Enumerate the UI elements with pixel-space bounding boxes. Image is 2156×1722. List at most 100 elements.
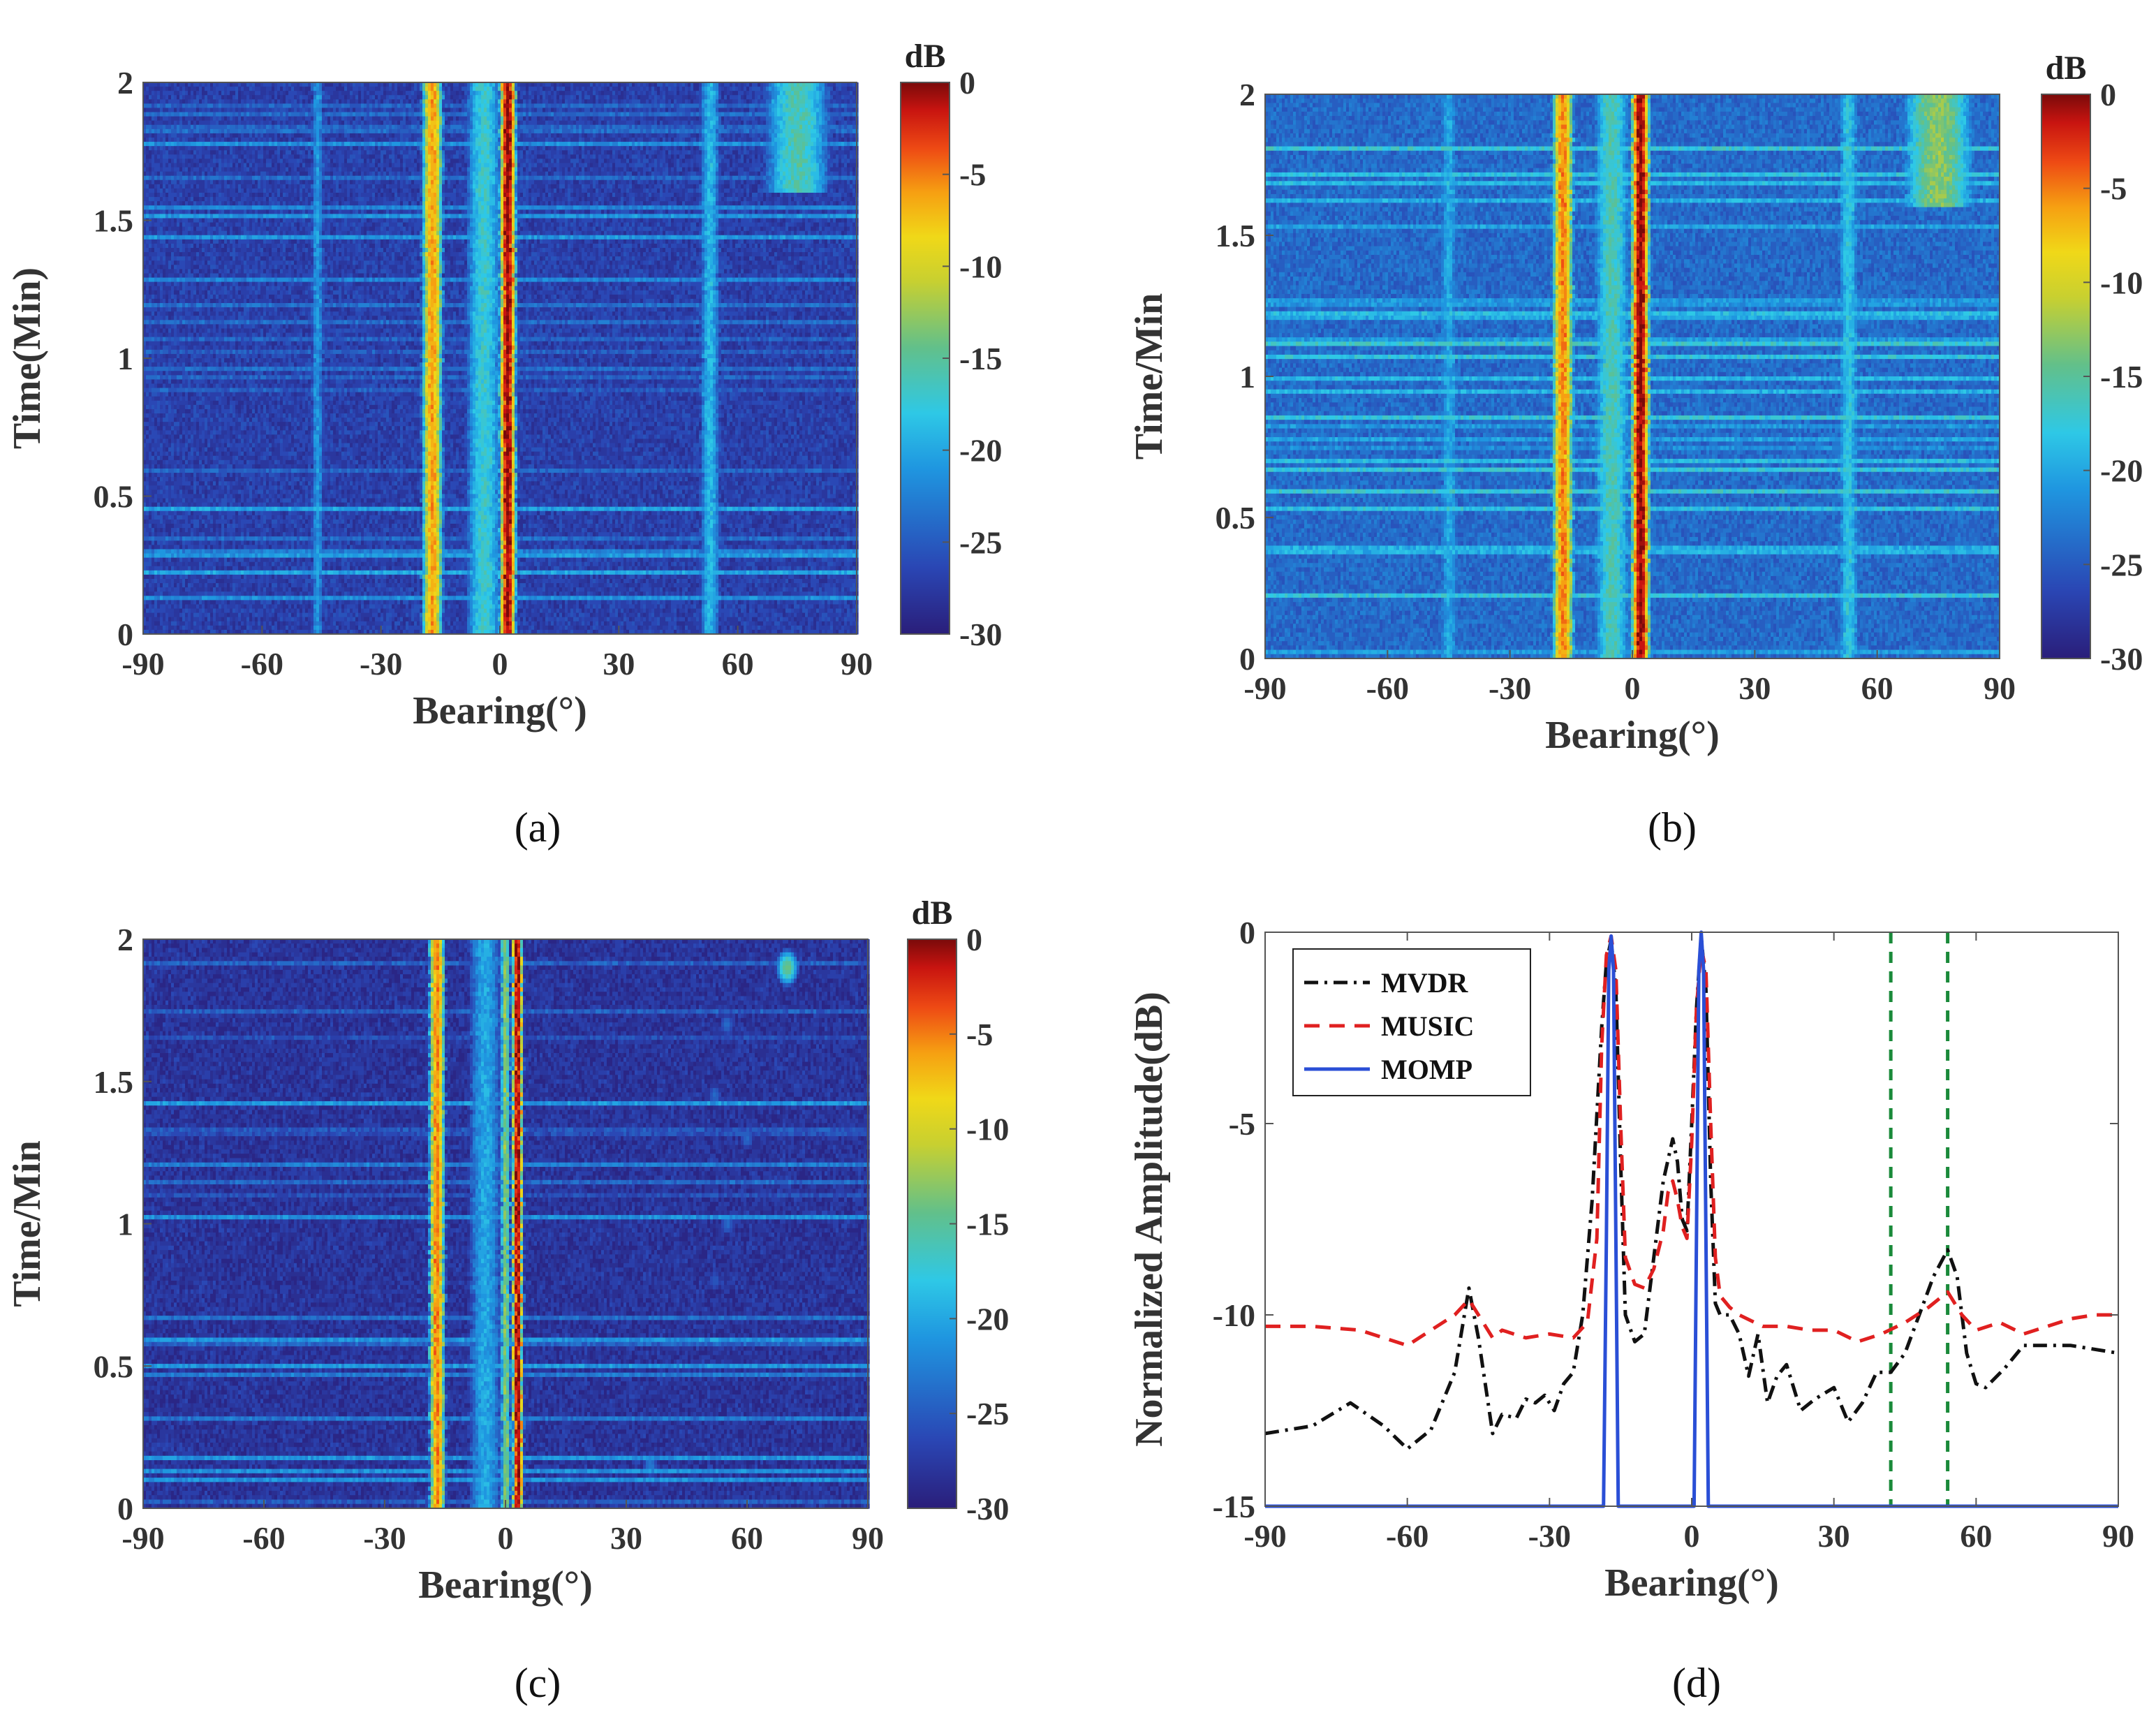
heatmap-cell bbox=[542, 87, 546, 91]
heatmap-cell bbox=[607, 82, 610, 87]
heatmap-cell bbox=[727, 87, 730, 91]
heatmap-cell bbox=[660, 87, 663, 91]
heatmap-cell bbox=[453, 82, 459, 87]
heatmap-cell bbox=[252, 87, 256, 91]
heatmap-cell bbox=[618, 82, 621, 87]
heatmap-cell bbox=[805, 82, 811, 87]
heatmap-cell bbox=[506, 87, 510, 91]
heatmap-cell bbox=[255, 82, 261, 87]
heatmap-cell bbox=[475, 87, 485, 91]
heatmap-cell bbox=[813, 87, 817, 91]
heatmap-cell bbox=[232, 82, 239, 87]
heatmap-cell bbox=[540, 82, 543, 87]
heatmap-cell bbox=[249, 82, 253, 87]
heatmap-cell bbox=[224, 87, 228, 91]
heatmap-cell bbox=[406, 82, 409, 87]
heatmap-cell bbox=[227, 82, 230, 87]
heatmap-cell bbox=[635, 82, 638, 87]
heatmap-cell bbox=[537, 82, 540, 87]
heatmap-cell bbox=[280, 87, 283, 91]
heatmap-cell bbox=[336, 87, 345, 91]
heatmap-cell bbox=[732, 82, 736, 87]
heatmap-cell bbox=[487, 82, 490, 87]
heatmap-cell bbox=[160, 91, 163, 96]
heatmap-cell bbox=[503, 82, 507, 87]
heatmap-cell bbox=[721, 82, 725, 87]
heatmap-cell bbox=[657, 82, 663, 87]
heatmap-cell bbox=[682, 82, 686, 87]
heatmap-cell bbox=[677, 87, 680, 91]
heatmap-cell bbox=[174, 82, 177, 87]
heatmap-cell bbox=[626, 82, 630, 87]
heatmap-cell bbox=[313, 82, 317, 87]
heatmap-cell bbox=[540, 87, 543, 91]
heatmap-cell bbox=[355, 82, 362, 87]
heatmap-cell bbox=[746, 87, 750, 91]
heatmap-cell bbox=[436, 82, 440, 87]
heatmap-cell bbox=[445, 87, 448, 91]
heatmap-cell bbox=[816, 82, 820, 87]
heatmap-cell bbox=[704, 82, 708, 87]
heatmap-cell bbox=[302, 82, 309, 87]
heatmap-cell bbox=[833, 82, 836, 87]
heatmap-cell bbox=[353, 82, 356, 87]
heatmap-cell bbox=[830, 87, 834, 91]
heatmap-cell bbox=[263, 82, 272, 87]
heatmap-cell bbox=[735, 87, 739, 91]
heatmap-cell bbox=[199, 87, 202, 91]
heatmap-cell bbox=[149, 91, 152, 96]
heatmap-cell bbox=[825, 82, 828, 87]
heatmap-cell bbox=[325, 82, 334, 87]
heatmap-cell bbox=[406, 87, 412, 91]
heatmap-cell bbox=[459, 82, 465, 87]
heatmap-cell bbox=[685, 82, 688, 87]
heatmap-cell bbox=[191, 82, 194, 87]
heatmap-cell bbox=[425, 82, 429, 87]
heatmap-cell bbox=[389, 87, 392, 91]
heatmap-cell bbox=[805, 87, 808, 91]
heatmap-cell bbox=[746, 82, 750, 87]
heatmap-cell bbox=[752, 87, 761, 91]
heatmap-cell bbox=[758, 82, 761, 87]
heatmap-cell bbox=[777, 87, 781, 91]
heatmap-cell bbox=[397, 82, 404, 87]
heatmap-cell bbox=[442, 82, 445, 87]
heatmap-cell bbox=[344, 87, 348, 91]
heatmap-cell bbox=[685, 87, 688, 91]
heatmap-cell bbox=[286, 87, 289, 91]
heatmap-cell bbox=[813, 82, 817, 87]
heatmap-cell bbox=[434, 82, 437, 87]
heatmap-cell bbox=[679, 82, 683, 87]
heatmap-cell bbox=[300, 82, 303, 87]
heatmap-cell bbox=[841, 82, 848, 87]
heatmap-cell bbox=[710, 82, 714, 87]
heatmap-cell bbox=[506, 82, 510, 87]
heatmap-cell bbox=[375, 87, 381, 91]
heatmap-cell bbox=[383, 82, 387, 87]
heatmap-cell bbox=[177, 82, 180, 87]
heatmap-cell bbox=[744, 87, 747, 91]
heatmap-cell bbox=[448, 82, 451, 87]
heatmap-cell bbox=[470, 82, 473, 87]
heatmap-cell bbox=[559, 82, 563, 87]
heatmap-cell bbox=[643, 87, 647, 91]
heatmap-cell bbox=[216, 82, 219, 87]
heatmap-cell bbox=[260, 87, 267, 91]
heatmap-cell bbox=[425, 87, 429, 91]
heatmap-cell bbox=[464, 82, 468, 87]
heatmap-cell bbox=[554, 82, 557, 87]
heatmap-cell bbox=[517, 82, 521, 87]
heatmap-cell bbox=[216, 87, 225, 91]
heatmap-cell bbox=[517, 87, 521, 91]
heatmap-cell bbox=[230, 82, 233, 87]
heatmap-cell bbox=[716, 87, 719, 91]
heatmap-cell bbox=[629, 87, 641, 91]
heatmap-cell bbox=[788, 82, 792, 87]
heatmap-cell bbox=[850, 82, 853, 87]
heatmap-cell bbox=[417, 82, 420, 87]
heatmap-cell bbox=[266, 87, 272, 91]
heatmap-cell bbox=[344, 82, 348, 87]
heatmap-cell bbox=[389, 82, 392, 87]
heatmap-cell bbox=[143, 91, 149, 96]
heatmap-cell bbox=[188, 82, 191, 87]
